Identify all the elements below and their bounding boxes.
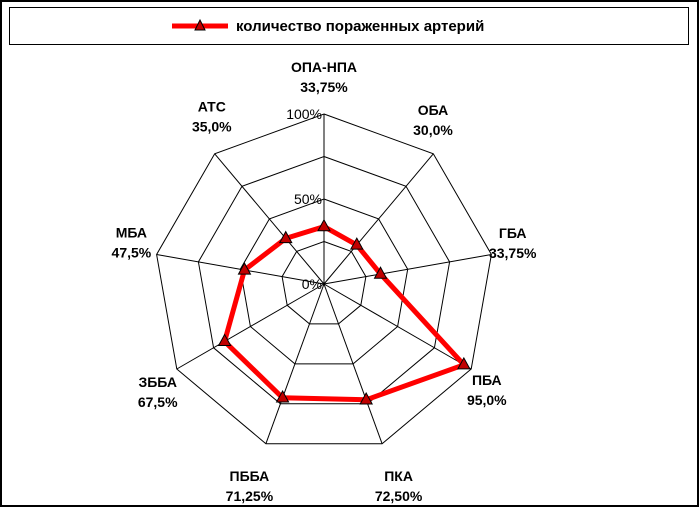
- data-value-label: 30,0%: [413, 122, 453, 138]
- data-point-marker: [457, 356, 471, 370]
- data-point-marker: [237, 262, 252, 275]
- spoke: [323, 254, 492, 285]
- spoke: [156, 254, 325, 285]
- data-value-label: 95,0%: [467, 392, 507, 408]
- spoke: [323, 283, 472, 370]
- data-value-label: 72,50%: [375, 488, 423, 504]
- data-value-label: 35,0%: [192, 118, 232, 134]
- data-value-label: 67,5%: [138, 394, 178, 410]
- grid-ring-25: [281, 240, 367, 325]
- data-value-label: 71,25%: [226, 488, 274, 504]
- legend: количество пораженных артерий: [9, 7, 689, 45]
- radial-ticks: 0% 50% 100%: [286, 106, 322, 292]
- category-label: ОПА-НПА: [291, 59, 357, 75]
- tick-label: 50%: [294, 191, 322, 207]
- data-point-marker: [359, 391, 373, 405]
- grid-ring-50: [239, 198, 409, 365]
- category-label: АТС: [198, 98, 226, 114]
- spoke: [214, 153, 325, 285]
- data-value-label: 33,75%: [489, 245, 537, 261]
- category-label: ЗББА: [138, 374, 176, 390]
- data-value-label: 47,5%: [112, 245, 152, 261]
- spoke: [265, 283, 325, 444]
- category-label: МБА: [116, 225, 147, 241]
- legend-swatch: [172, 18, 228, 31]
- category-labels: ОПА-НПА 33,75% ОБА 30,0% ГБА 33,75% ПБА 95,0% ПК…: [112, 59, 537, 504]
- tick-label: 0%: [302, 276, 322, 292]
- category-label: ПБА: [472, 372, 502, 388]
- category-label: ГБА: [499, 225, 527, 241]
- category-label: ПББА: [230, 468, 270, 484]
- series-layer: [217, 218, 471, 405]
- category-label: ОБА: [418, 102, 449, 118]
- data-point-marker: [373, 266, 388, 279]
- data-point-marker: [278, 230, 293, 244]
- spoke: [323, 283, 383, 444]
- tick-label: 100%: [286, 106, 322, 122]
- data-value-label: 33,75%: [300, 79, 348, 95]
- data-point-marker: [317, 218, 331, 232]
- category-label: ПКА: [384, 468, 413, 484]
- spoke: [176, 283, 325, 370]
- series-line: [222, 224, 467, 403]
- data-point-marker: [275, 389, 290, 403]
- grid-ring-100: [156, 113, 492, 445]
- grid-ring-75: [197, 155, 451, 405]
- data-point-marker: [217, 333, 232, 347]
- data-point-marker: [349, 237, 364, 250]
- radar-grid: [156, 113, 492, 445]
- spoke: [323, 153, 434, 285]
- legend-entry-label: количество пораженных артерий: [236, 18, 485, 35]
